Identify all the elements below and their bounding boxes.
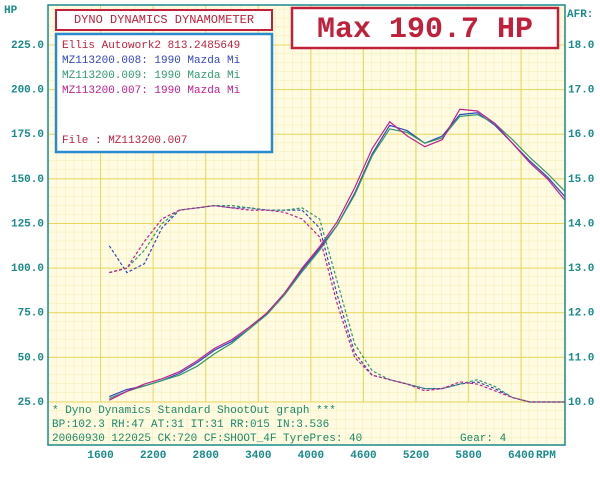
footer-line: * Dyno Dynamics Standard ShootOut graph … (52, 405, 336, 417)
afr-line (109, 205, 565, 403)
y2-tick-label: 14.0 (568, 218, 594, 230)
plot-frame (47, 4, 566, 446)
x-tick-label: 2200 (140, 450, 166, 462)
x-axis-label: RPM (536, 450, 556, 462)
footer-line: BP:102.3 RH:47 AT:31 IT:31 RR:015 IN:3.5… (52, 419, 329, 431)
legend-entry: MZ113200.008: 1990 Mazda Mi (62, 55, 241, 67)
footer-line: 20060930 122025 CK:720 CF:SHOOT_4F TyreP… (52, 433, 362, 445)
x-tick-label: 5800 (455, 450, 481, 462)
legend: MZ113200.008: 1990 Mazda Mi MZ113200.009:… (62, 55, 241, 97)
afr-line (108, 204, 565, 403)
title-box (55, 9, 273, 31)
x-tick-label: 2800 (193, 450, 219, 462)
y-tick-label: 175.0 (11, 129, 44, 141)
x-tick-label: 6400 (508, 450, 534, 462)
y-tick-label: 125.0 (11, 218, 44, 230)
x-tick-label: 1600 (87, 450, 113, 462)
lines (108, 108, 566, 403)
y2-tick-label: 17.0 (568, 85, 594, 97)
afr-line (109, 204, 565, 403)
x-tick-label: 3400 (245, 450, 271, 462)
gear: Gear: 4 (460, 433, 507, 445)
y-axis-label: HP (4, 5, 18, 17)
y-tick-label: 75.0 (18, 308, 44, 320)
x-tick-label: 5200 (403, 450, 429, 462)
y2-tick-label: 12.0 (568, 308, 594, 320)
y2-tick-label: 16.0 (568, 129, 594, 141)
chart-title: DYNO DYNAMICS DYNAMOMETER (74, 13, 254, 27)
footer: * Dyno Dynamics Standard ShootOut graph … (52, 405, 362, 445)
x-tick-label: 4000 (298, 450, 324, 462)
hp-line (109, 108, 566, 401)
max-box (290, 6, 560, 50)
y2-axis-label: AFR: (567, 9, 593, 21)
y-tick-label: 225.0 (11, 40, 44, 52)
hp-line (109, 113, 566, 399)
info-file: File : MZ113200.007 (62, 135, 187, 147)
y2-tick-label: 18.0 (568, 40, 594, 52)
y-tick-label: 100.0 (11, 263, 44, 275)
max-label: Max 190.7 HP (317, 13, 533, 47)
y-tick-label: 150.0 (11, 174, 44, 186)
y-tick-label: 200.0 (11, 85, 44, 97)
info-box (54, 32, 274, 154)
y-tick-label: 25.0 (18, 397, 44, 409)
x-tick-label: 4600 (350, 450, 376, 462)
y2-tick-label: 10.0 (568, 397, 594, 409)
grid (48, 5, 565, 403)
y-tick-label: 50.0 (18, 352, 44, 364)
y2-tick-label: 13.0 (568, 263, 594, 275)
legend-entry: MZ113200.007: 1990 Mazda Mi (62, 85, 241, 97)
y2-tick-label: 11.0 (568, 352, 594, 364)
legend-entry: MZ113200.009: 1990 Mazda Mi (62, 70, 241, 82)
y2-tick-label: 15.0 (568, 174, 594, 186)
info-header: Ellis Autowork2 813.2485649 (62, 40, 240, 52)
